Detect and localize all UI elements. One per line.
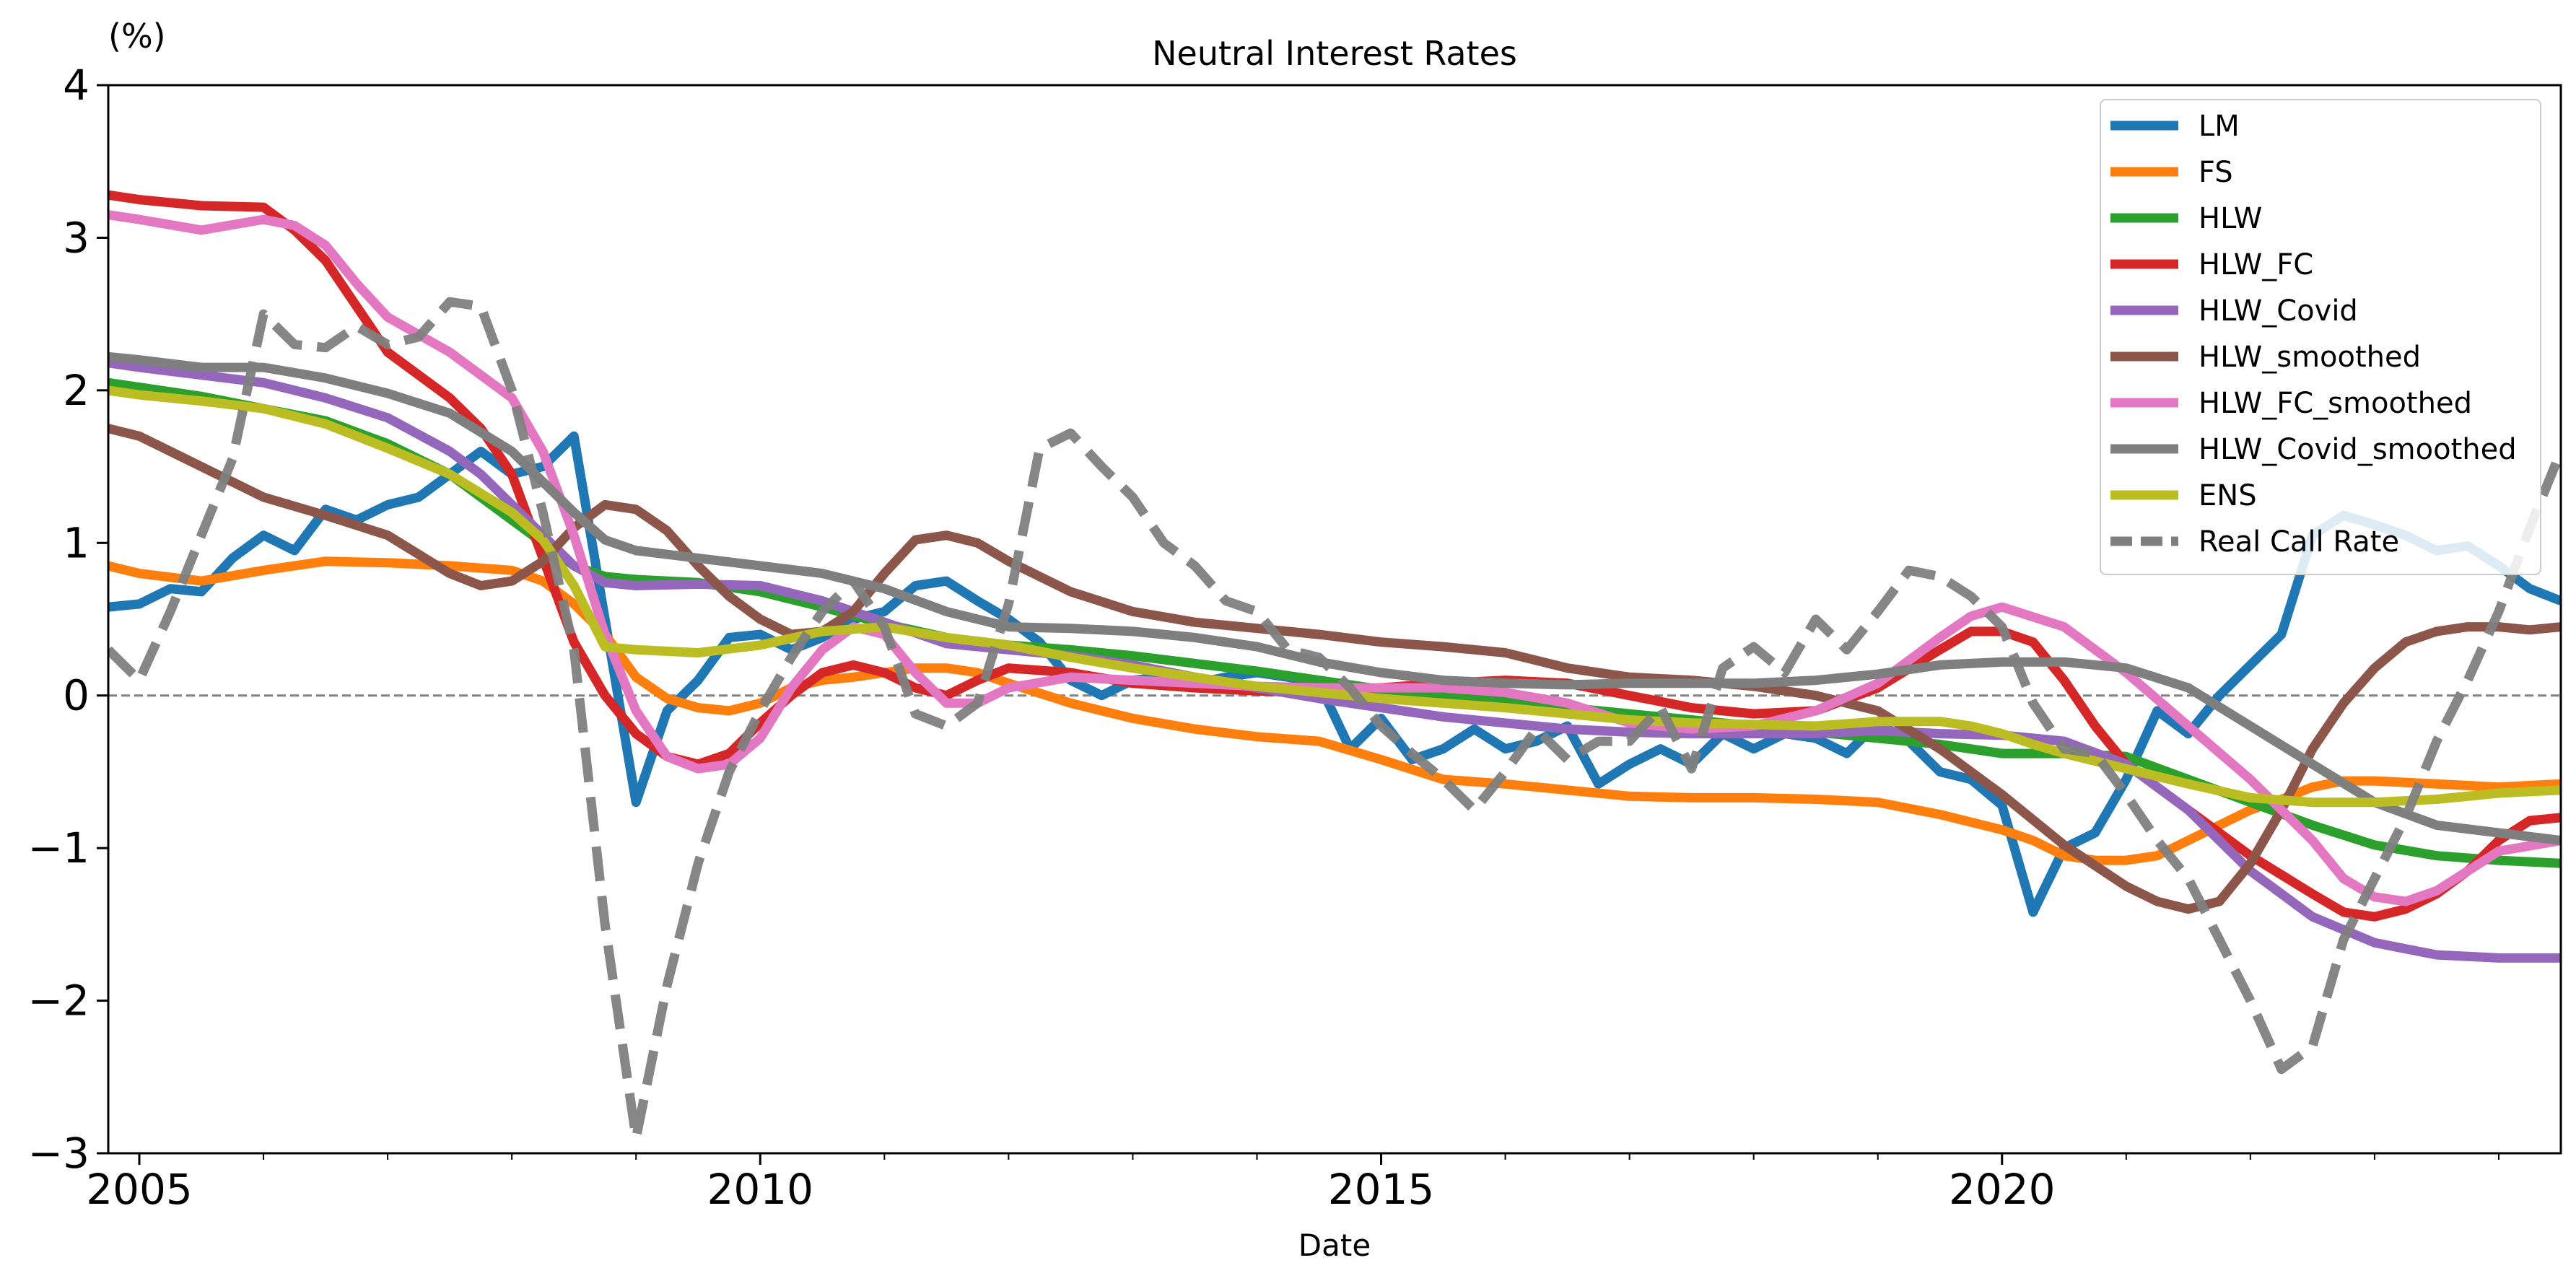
x-axis-label: Date <box>1298 1228 1371 1263</box>
legend-label: ENS <box>2199 479 2257 512</box>
series-line-fs <box>108 556 2561 865</box>
legend-label: HLW_FC_smoothed <box>2199 387 2472 420</box>
plot-frame <box>107 84 2562 1155</box>
x-tick-label: 2015 <box>1328 1165 1435 1214</box>
y-tick-label: 3 <box>63 213 89 262</box>
legend-label: HLW_FC <box>2199 248 2313 281</box>
y-tick-label: −1 <box>28 823 90 873</box>
plot-area <box>108 190 2561 1143</box>
y-axis: −3 −2 −1 0 1 2 3 4 <box>28 61 108 1178</box>
x-tick-label: 2020 <box>1949 1165 2056 1214</box>
legend-label: HLW <box>2199 202 2262 235</box>
y-tick-label: −2 <box>28 976 90 1026</box>
chart-title: Neutral Interest Rates <box>1152 34 1517 73</box>
y-tick-label: 0 <box>63 671 89 720</box>
y-tick-label: 1 <box>63 518 89 567</box>
legend-label: HLW_Covid_smoothed <box>2199 433 2517 466</box>
series-line-hlw-fc-smoothed <box>108 210 2561 906</box>
legend-label: HLW_Covid <box>2199 294 2358 328</box>
series-line-hlw-covid-smoothed <box>108 351 2561 846</box>
y-tick-label: 4 <box>63 61 89 110</box>
legend-label: LM <box>2199 110 2240 143</box>
legend-label: HLW_smoothed <box>2199 341 2421 374</box>
y-tick-label: 2 <box>63 366 89 415</box>
x-axis: 2005 2010 2015 2020 <box>86 1153 2499 1214</box>
x-tick-label: 2005 <box>86 1165 193 1214</box>
legend-label: FS <box>2199 156 2233 189</box>
series-line-lm <box>108 431 2561 917</box>
series-line-real-call-rate <box>108 297 2561 1143</box>
legend-box <box>2100 99 2541 575</box>
x-tick-label: 2010 <box>707 1165 813 1214</box>
plot-clip-group <box>108 190 2561 1143</box>
legend: LM FS HLW HLW_FC HLW_Covid HLW_smoothed HLW_FC… <box>2100 99 2541 575</box>
y-tick-label: −3 <box>28 1129 90 1178</box>
legend-label: Real Call Rate <box>2199 525 2399 559</box>
unit-label: (%) <box>108 17 166 56</box>
